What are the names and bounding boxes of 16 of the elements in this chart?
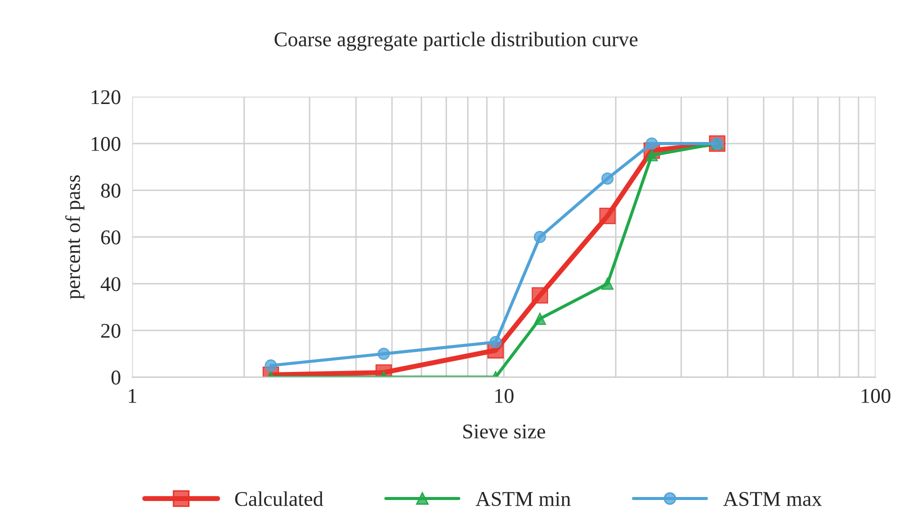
y-tick-label: 0 <box>112 370 120 385</box>
y-tick-label: 40 <box>100 277 120 292</box>
y-tick-label: 20 <box>101 324 120 338</box>
legend-label: Calculated <box>235 491 324 506</box>
y-tick-label: 100 <box>92 136 120 151</box>
x-tick-label: 1 <box>128 388 136 403</box>
x-axis-title: Sieve size <box>463 424 546 439</box>
legend-label: ASTM min <box>476 492 571 506</box>
chart-title: Coarse aggregate particle distribution curve <box>274 32 638 51</box>
y-tick-label: 80 <box>101 184 120 198</box>
y-tick-label: 60 <box>101 230 120 244</box>
x-tick-label: 10 <box>495 388 514 403</box>
legend-label: ASTM max <box>723 492 822 506</box>
x-tick-label: 100 <box>862 388 890 403</box>
y-axis-title: percent of pass <box>65 175 84 300</box>
y-tick-label: 120 <box>92 90 120 104</box>
